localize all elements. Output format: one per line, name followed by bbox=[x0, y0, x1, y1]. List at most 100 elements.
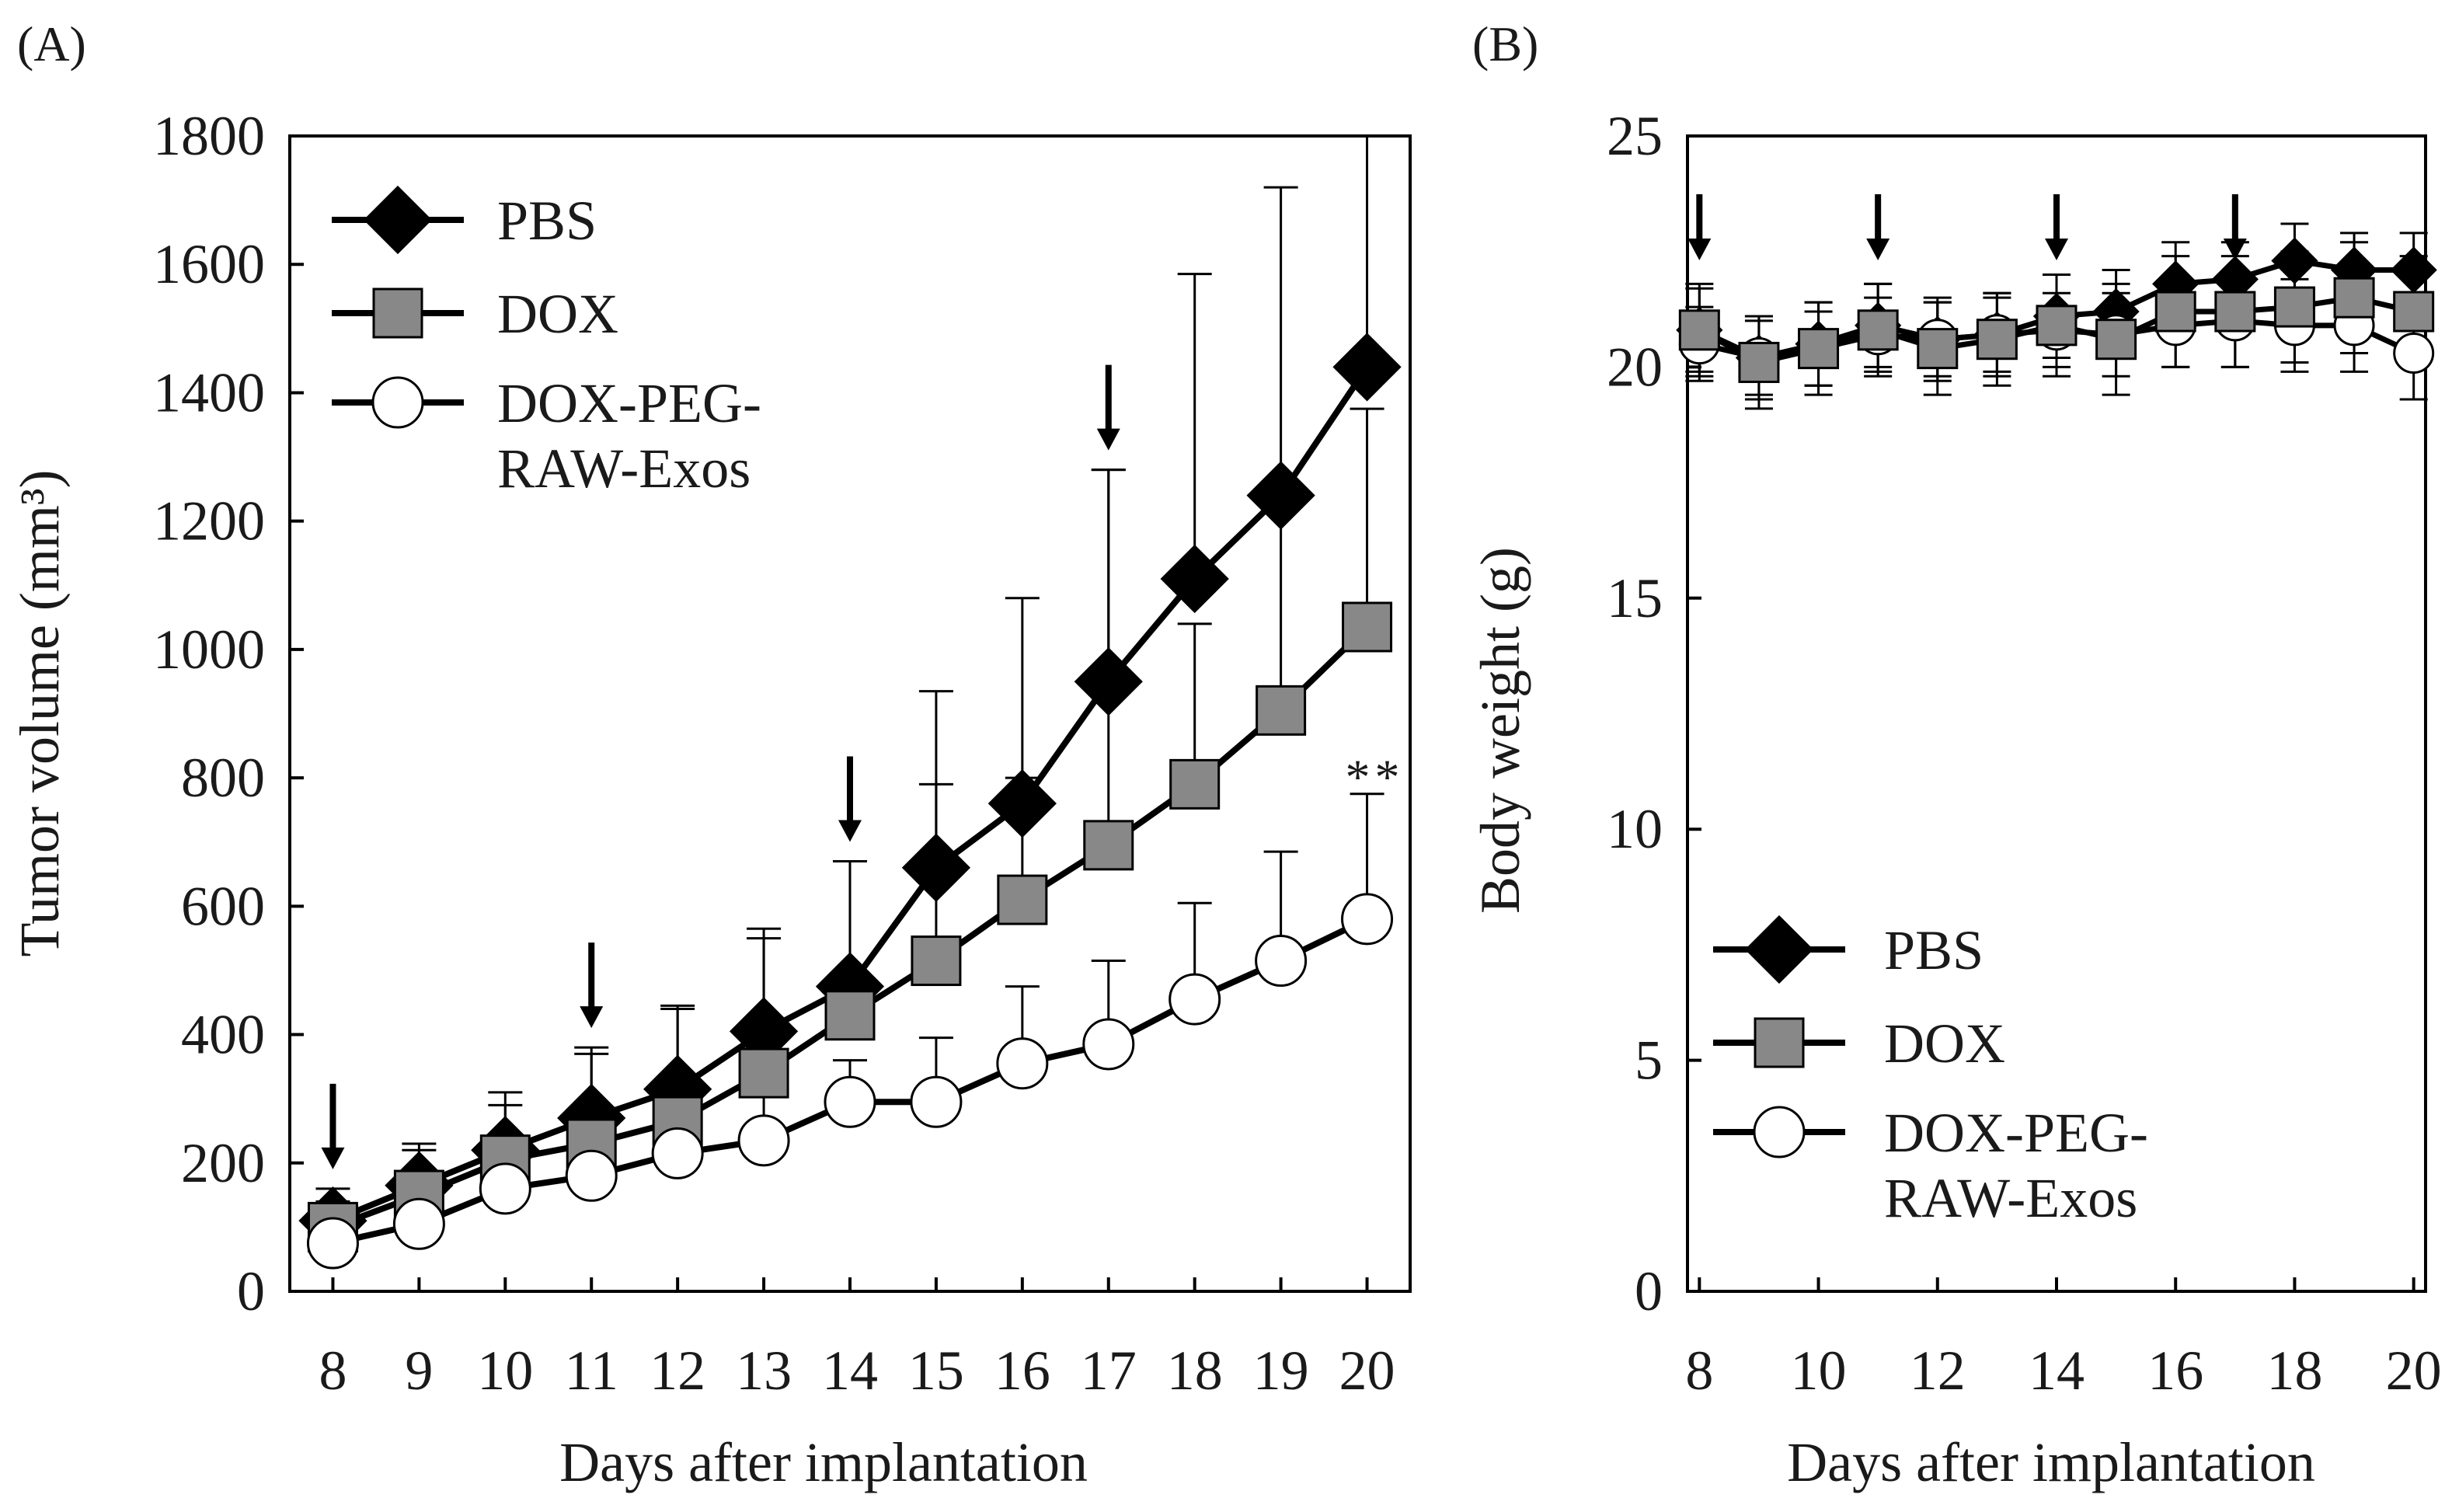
x-tick-label: 20 bbox=[2386, 1340, 2442, 1402]
legend-a-pbs: PBS bbox=[332, 185, 597, 255]
marker-dox bbox=[2214, 291, 2256, 333]
marker-pbs bbox=[2390, 246, 2437, 294]
legend-a-label-doxpeg-1: DOX-PEG- bbox=[497, 372, 761, 434]
y-axis-title-a: Tumor volume (mm³) bbox=[9, 470, 71, 957]
panel-b: (B) 0 5 10 15 20 25 8 10 12 14 16 18 20 Body weight… bbox=[1469, 16, 2442, 1493]
legend-b-dox: DOX bbox=[1713, 1012, 2005, 1075]
plot-area-a bbox=[298, 136, 1402, 1270]
marker-dox bbox=[1342, 601, 1393, 653]
marker-dox bbox=[1976, 319, 2018, 361]
marker-dox bbox=[1738, 341, 1780, 383]
y-tick-label: 1200 bbox=[153, 490, 265, 552]
y-tick-label: 10 bbox=[1607, 798, 1663, 860]
x-tick-label: 11 bbox=[565, 1340, 618, 1402]
dosing-arrow bbox=[1096, 364, 1120, 451]
marker-dox bbox=[911, 935, 962, 987]
y-tick-label: 5 bbox=[1635, 1029, 1663, 1092]
x-tick-label: 16 bbox=[994, 1340, 1050, 1402]
error-bar-dox bbox=[1350, 407, 1384, 627]
marker-doxpeg bbox=[1082, 1018, 1135, 1071]
x-tick-label: 10 bbox=[1791, 1340, 1847, 1402]
x-tick-label: 17 bbox=[1081, 1340, 1137, 1402]
marker-pbs bbox=[2271, 237, 2318, 284]
significance-marker: ** bbox=[1346, 749, 1405, 804]
dosing-arrow bbox=[1866, 194, 1890, 260]
legend-b-label-doxpeg-2: RAW-Exos bbox=[1884, 1167, 2137, 1229]
marker-doxpeg bbox=[910, 1075, 963, 1128]
legend-a-label-doxpeg-2: RAW-Exos bbox=[497, 437, 751, 500]
y-axis-a: 0 200 400 600 800 1000 1200 1400 1600 1800 bbox=[153, 105, 304, 1322]
marker-dox bbox=[2333, 277, 2375, 319]
marker-pbs bbox=[1246, 461, 1315, 530]
marker-dox bbox=[1083, 820, 1134, 871]
x-tick-label: 18 bbox=[1167, 1340, 1223, 1402]
marker-pbs bbox=[1074, 647, 1143, 716]
y-tick-label: 800 bbox=[181, 747, 265, 809]
legend-a-doxpeg: DOX-PEG- RAW-Exos bbox=[332, 372, 761, 500]
y-axis-title-b: Body weight (g) bbox=[1469, 547, 1531, 914]
marker-doxpeg bbox=[996, 1037, 1049, 1090]
dosing-arrow bbox=[838, 756, 862, 842]
marker-dox bbox=[1917, 328, 1959, 370]
y-tick-label: 1800 bbox=[153, 105, 265, 167]
y-tick-label: 1600 bbox=[153, 233, 265, 295]
y-tick-label: 600 bbox=[181, 875, 265, 937]
marker-doxpeg bbox=[306, 1217, 359, 1270]
legend-b-label-doxpeg-1: DOX-PEG- bbox=[1884, 1102, 2148, 1164]
y-tick-label: 1000 bbox=[153, 618, 265, 681]
panel-a-label: (A) bbox=[17, 16, 86, 71]
marker-doxpeg bbox=[1255, 935, 1308, 988]
legend-b: PBS DOX DOX-PEG- RAW-Exos bbox=[1713, 915, 2148, 1229]
legend-b-pbs: PBS bbox=[1713, 915, 1984, 984]
legend-a-label-dox: DOX bbox=[497, 283, 618, 345]
x-tick-label: 13 bbox=[736, 1340, 792, 1402]
marker-dox bbox=[2393, 291, 2435, 333]
x-tick-label: 14 bbox=[822, 1340, 878, 1402]
dosing-arrow bbox=[580, 942, 604, 1029]
marker-dox bbox=[2095, 319, 2137, 361]
marker-dox bbox=[1169, 758, 1221, 810]
marker-dox bbox=[824, 990, 876, 1041]
y-tick-label: 0 bbox=[1635, 1260, 1663, 1322]
marker-dox bbox=[1678, 309, 1720, 351]
x-tick-label: 16 bbox=[2147, 1340, 2203, 1402]
marker-doxpeg bbox=[737, 1114, 790, 1167]
marker-doxpeg bbox=[824, 1075, 876, 1128]
y-tick-label: 400 bbox=[181, 1004, 265, 1066]
marker-doxpeg bbox=[1169, 973, 1221, 1026]
marker-dox bbox=[2036, 305, 2078, 347]
error-bar-pbs bbox=[1177, 273, 1212, 580]
error-bar-dox bbox=[1177, 622, 1212, 785]
x-tick-label: 12 bbox=[650, 1340, 705, 1402]
legend-b-label-dox: DOX bbox=[1884, 1012, 2005, 1075]
marker-dox bbox=[997, 874, 1048, 925]
x-tick-label: 8 bbox=[1685, 1340, 1713, 1402]
dosing-arrow bbox=[2223, 194, 2247, 260]
x-tick-label: 12 bbox=[1910, 1340, 1966, 1402]
marker-doxpeg bbox=[2393, 333, 2435, 375]
marker-pbs bbox=[901, 833, 971, 902]
dosing-arrow bbox=[321, 1083, 345, 1169]
marker-dox bbox=[1857, 309, 1899, 351]
x-tick-label: 15 bbox=[908, 1340, 964, 1402]
dosing-arrow bbox=[1687, 194, 1712, 260]
x-tick-label: 14 bbox=[2029, 1340, 2085, 1402]
x-tick-label: 10 bbox=[477, 1340, 533, 1402]
legend-b-label-pbs: PBS bbox=[1884, 919, 1984, 981]
marker-doxpeg bbox=[479, 1162, 531, 1215]
marker-pbs bbox=[1160, 544, 1229, 614]
marker-dox bbox=[2273, 286, 2315, 328]
error-bar-dox bbox=[1263, 510, 1298, 711]
marker-doxpeg bbox=[392, 1197, 445, 1250]
marker-dox bbox=[1798, 328, 1840, 370]
marker-dox bbox=[1256, 685, 1307, 736]
marker-doxpeg bbox=[651, 1127, 704, 1179]
x-tick-label: 19 bbox=[1253, 1340, 1309, 1402]
y-tick-label: 200 bbox=[181, 1132, 265, 1194]
y-tick-label: 20 bbox=[1607, 336, 1663, 398]
legend-a: PBS DOX DOX-PEG- RAW-Exos bbox=[332, 185, 761, 500]
x-axis-b: 8 10 12 14 16 18 20 bbox=[1685, 1277, 2442, 1402]
y-tick-label: 0 bbox=[237, 1260, 265, 1322]
